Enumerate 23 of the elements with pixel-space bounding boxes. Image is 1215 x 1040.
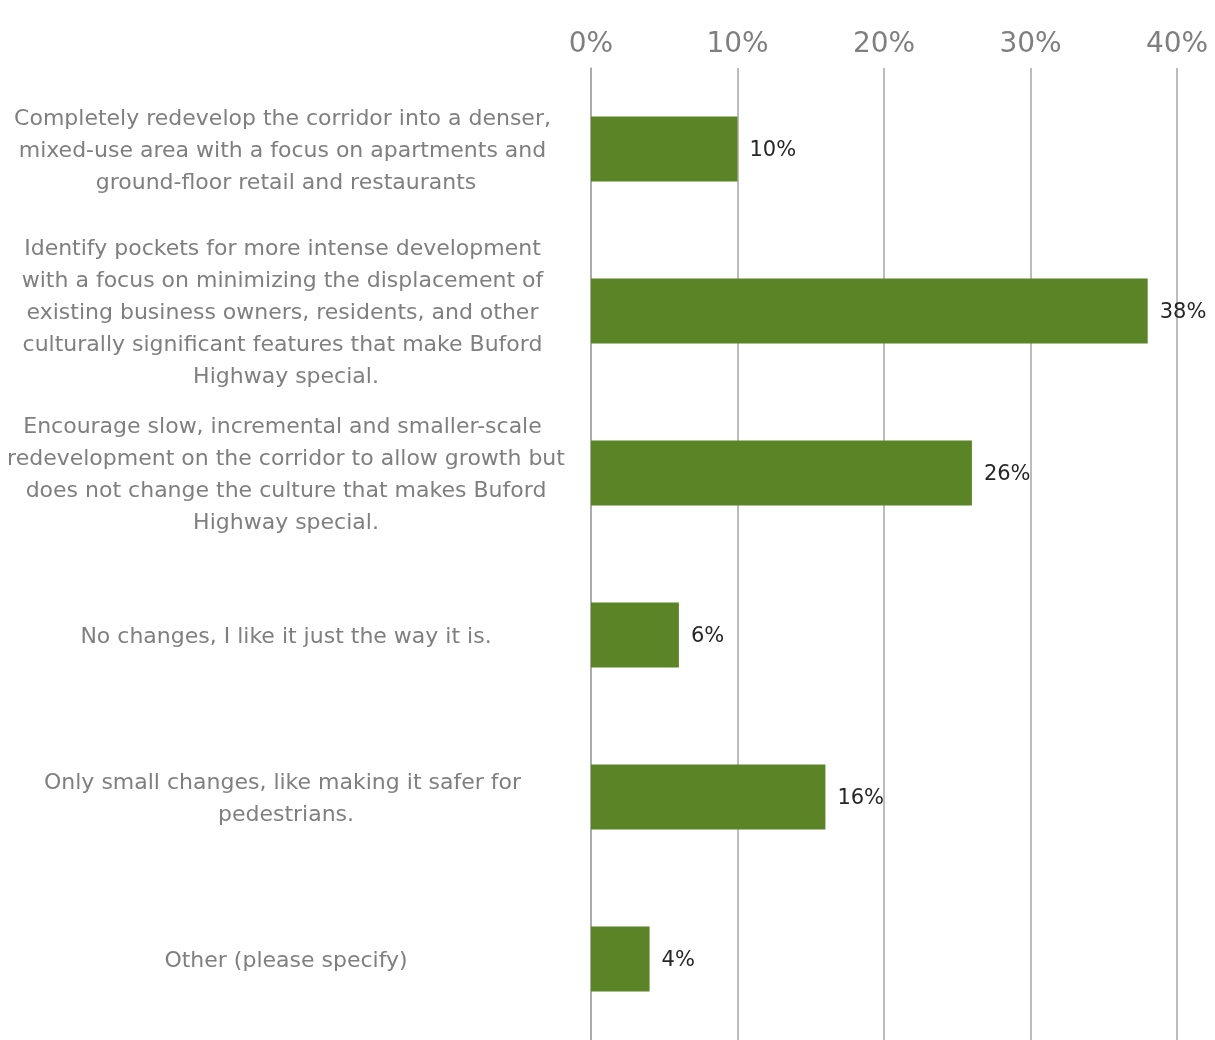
data-label: 6% [690,623,725,647]
x-tick-label: 30% [999,25,1062,59]
bar [591,926,650,992]
bar [591,116,738,182]
y-tick-label: Other (please specify) [164,946,408,972]
x-tick-label: 0% [568,25,614,59]
bar [591,440,972,506]
bar [591,764,826,830]
y-tick-label: Identify pockets for more intense development with a focus on minimizing the displacement of existing business owners, residents, and other culturally significant features that make Buford Highway special. [21,234,551,388]
data-label: 4% [661,947,695,971]
data-label: 10% [749,137,797,161]
bar [591,602,679,668]
data-label: 16% [837,785,885,809]
x-tick-label: 20% [852,25,916,59]
data-label: 38% [1159,299,1207,323]
y-tick-label: Encourage slow, incremental and smaller-scale redevelopment on the corridor to allow growth but does not change the culture that makes Buford Highway special. [7,412,566,534]
data-label: 26% [983,461,1031,485]
x-tick-label: 40% [1145,25,1209,59]
y-tick-label: Completely redevelop the corridor into a denser, mixed-use area with a focus on apartments and ground-floor retail and restaurants [14,104,558,194]
x-tick-label: 10% [706,25,769,59]
y-tick-label: No changes, I like it just the way it is. [80,622,492,648]
bar [591,278,1148,344]
y-tick-label: Only small changes, like making it safer for pedestrians. [44,768,528,826]
